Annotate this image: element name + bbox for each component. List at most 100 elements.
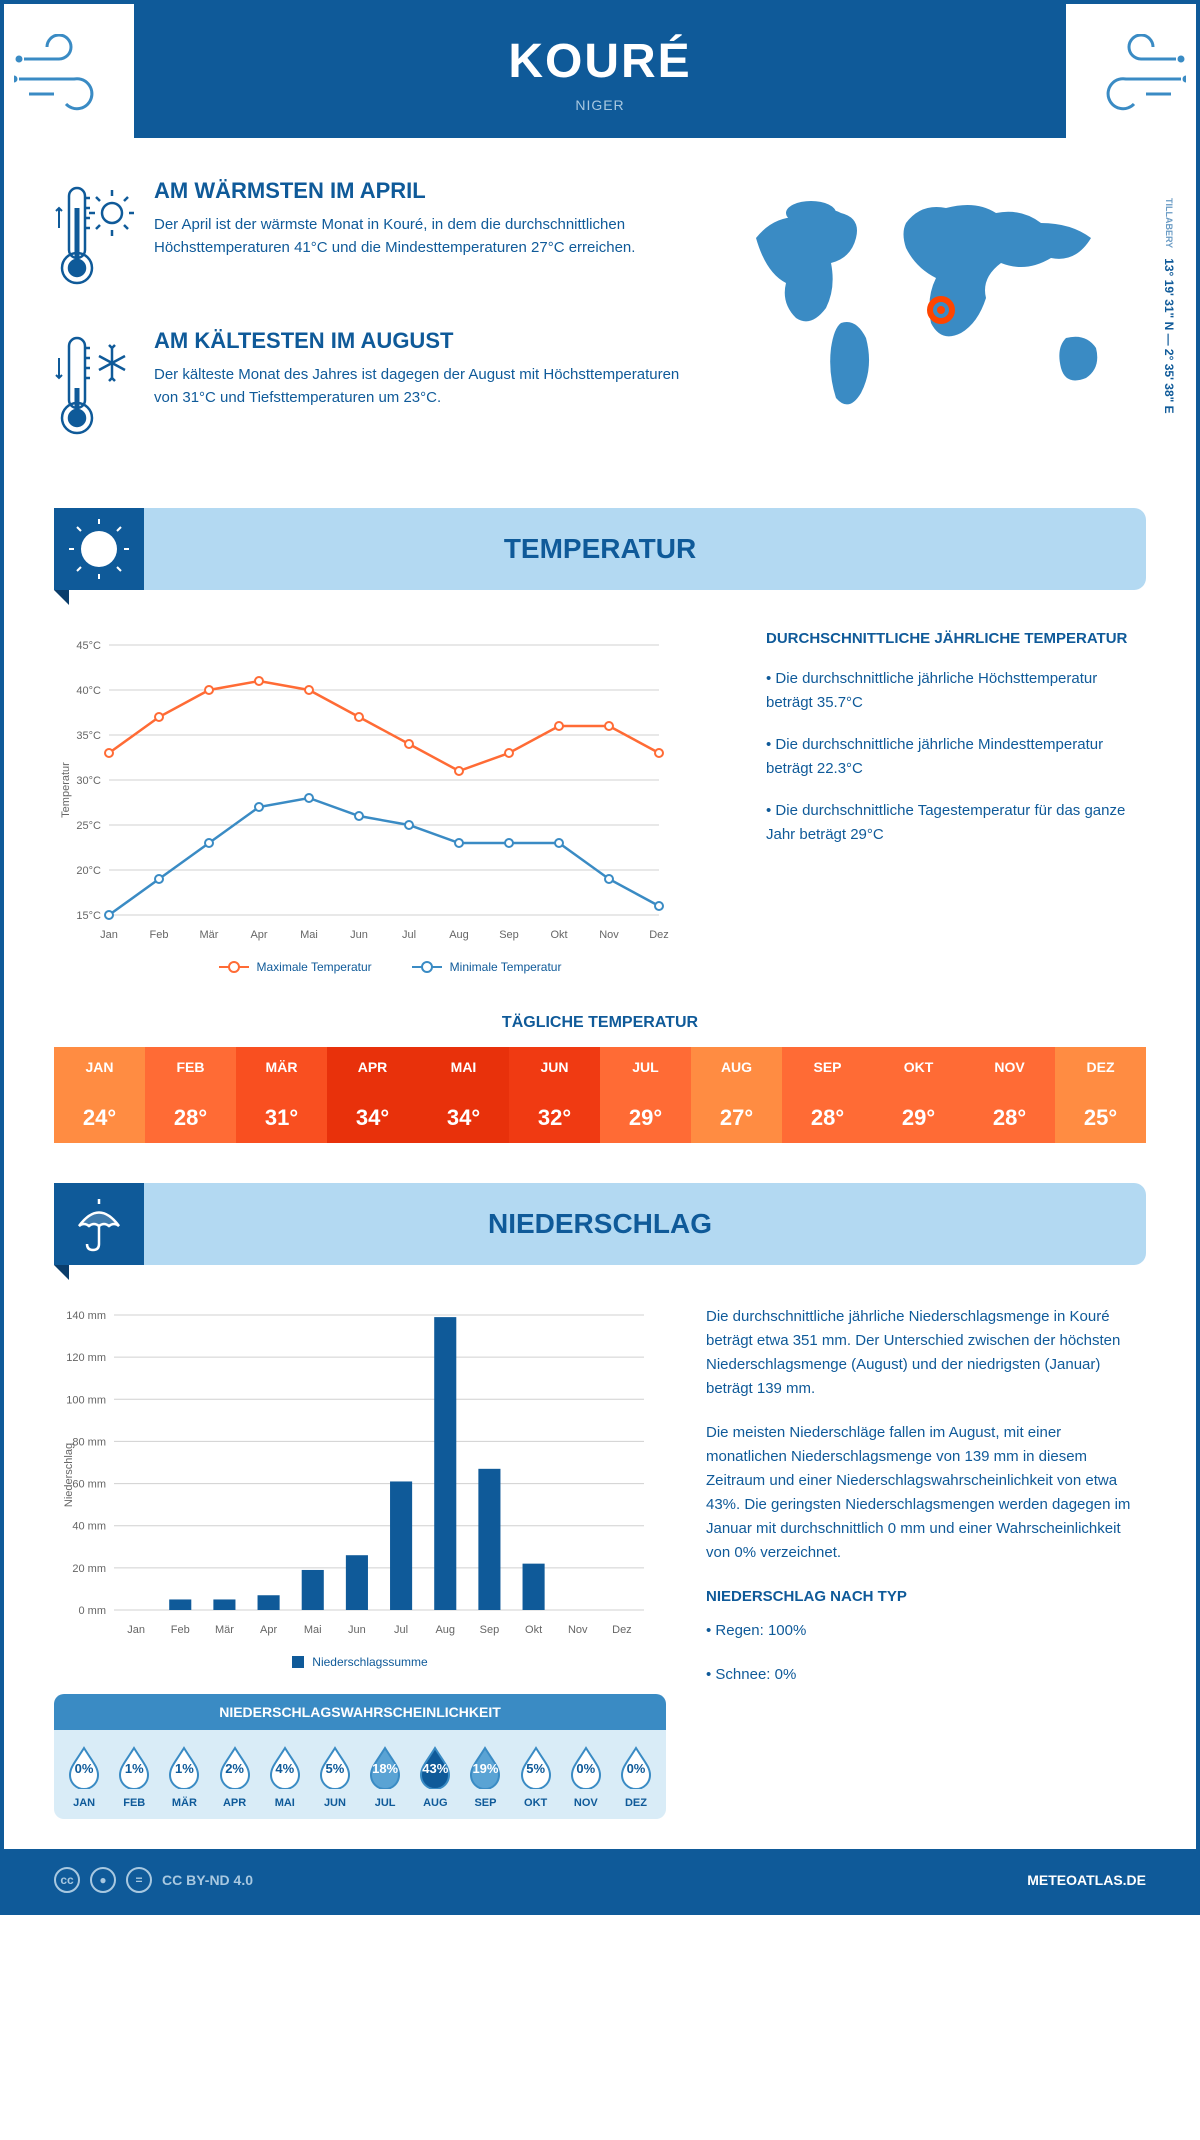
- prob-cell: 18%JUL: [360, 1745, 410, 1809]
- svg-text:140 mm: 140 mm: [66, 1310, 106, 1322]
- svg-text:Jun: Jun: [350, 929, 368, 941]
- svg-text:Nov: Nov: [599, 929, 619, 941]
- nd-icon: =: [126, 1867, 152, 1893]
- svg-text:Sep: Sep: [499, 929, 519, 941]
- svg-text:Jan: Jan: [100, 929, 118, 941]
- coldest-title: AM KÄLTESTEN IM AUGUST: [154, 328, 686, 354]
- svg-text:0 mm: 0 mm: [79, 1605, 107, 1617]
- svg-text:30°C: 30°C: [76, 775, 101, 787]
- daily-temp-cell: FEB28°: [145, 1047, 236, 1143]
- daily-temp-cell: JUL29°: [600, 1047, 691, 1143]
- svg-text:100 mm: 100 mm: [66, 1394, 106, 1406]
- prob-cell: 0%DEZ: [611, 1745, 661, 1809]
- legend-min: .legend-item:nth-child(2) .legend-line::…: [412, 960, 562, 974]
- svg-text:Dez: Dez: [612, 1624, 632, 1636]
- daily-temp-title: TÄGLICHE TEMPERATUR: [4, 1014, 1196, 1032]
- svg-text:20 mm: 20 mm: [72, 1563, 106, 1575]
- prob-cell: 5%OKT: [511, 1745, 561, 1809]
- svg-text:Temperatur: Temperatur: [60, 762, 72, 818]
- svg-text:40 mm: 40 mm: [72, 1521, 106, 1533]
- svg-text:Nov: Nov: [568, 1624, 588, 1636]
- prob-cell: 0%NOV: [561, 1745, 611, 1809]
- daily-temp-cell: SEP28°: [782, 1047, 873, 1143]
- daily-temp-cell: APR34°: [327, 1047, 418, 1143]
- prob-cell: 19%SEP: [460, 1745, 510, 1809]
- header: KOURÉ NIGER: [134, 4, 1066, 138]
- prob-cell: 0%JAN: [59, 1745, 109, 1809]
- daily-temp-table: JAN24°FEB28°MÄR31°APR34°MAI34°JUN32°JUL2…: [54, 1047, 1146, 1143]
- svg-text:Feb: Feb: [150, 929, 169, 941]
- coldest-text: Der kälteste Monat des Jahres ist dagege…: [154, 364, 686, 409]
- prob-cell: 5%JUN: [310, 1745, 360, 1809]
- thermometer-snow-icon: [54, 328, 134, 448]
- prob-cell: 1%MÄR: [159, 1745, 209, 1809]
- temp-section-header: TEMPERATUR: [54, 508, 1146, 590]
- thermometer-sun-icon: [54, 178, 134, 298]
- daily-temp-cell: NOV28°: [964, 1047, 1055, 1143]
- svg-text:Apr: Apr: [260, 1624, 277, 1636]
- svg-text:Aug: Aug: [435, 1624, 455, 1636]
- precip-section-header: NIEDERSCHLAG: [54, 1183, 1146, 1265]
- svg-text:Mai: Mai: [300, 929, 318, 941]
- svg-text:20°C: 20°C: [76, 865, 101, 877]
- svg-text:Aug: Aug: [449, 929, 469, 941]
- wind-icon: [14, 34, 114, 114]
- daily-temp-cell: MAI34°: [418, 1047, 509, 1143]
- page-subtitle: NIGER: [134, 97, 1066, 113]
- precip-bar-chart: 0 mm 20 mm 40 mm 60 mm 80 mm 100 mm 120 mm 140 …: [54, 1305, 654, 1645]
- warmest-title: AM WÄRMSTEN IM APRIL: [154, 178, 686, 204]
- svg-text:Okt: Okt: [525, 1624, 542, 1636]
- svg-text:45°C: 45°C: [76, 640, 101, 652]
- svg-text:Okt: Okt: [550, 929, 567, 941]
- svg-text:Jul: Jul: [394, 1624, 408, 1636]
- svg-text:Mai: Mai: [304, 1624, 322, 1636]
- page: KOURÉ NIGER AM WÄRMSTEN IM APRIL Der Apr…: [0, 0, 1200, 1915]
- svg-text:60 mm: 60 mm: [72, 1479, 106, 1491]
- prob-cell: 1%FEB: [109, 1745, 159, 1809]
- svg-text:Sep: Sep: [480, 1624, 500, 1636]
- svg-text:80 mm: 80 mm: [72, 1436, 106, 1448]
- precip-info: Die durchschnittliche jährliche Niedersc…: [706, 1305, 1146, 1819]
- intro-section: AM WÄRMSTEN IM APRIL Der April ist der w…: [4, 138, 1196, 508]
- daily-temp-cell: JUN32°: [509, 1047, 600, 1143]
- prob-title: NIEDERSCHLAGSWAHRSCHEINLICHKEIT: [54, 1694, 666, 1730]
- svg-text:Jan: Jan: [127, 1624, 145, 1636]
- svg-text:15°C: 15°C: [76, 910, 101, 922]
- sun-icon: [54, 508, 144, 590]
- license-text: CC BY-ND 4.0: [162, 1872, 253, 1888]
- svg-text:Feb: Feb: [171, 1624, 190, 1636]
- svg-text:25°C: 25°C: [76, 820, 101, 832]
- temp-info: DURCHSCHNITTLICHE JÄHRLICHE TEMPERATUR •…: [766, 630, 1146, 974]
- warmest-block: AM WÄRMSTEN IM APRIL Der April ist der w…: [54, 178, 686, 298]
- svg-text:Mär: Mär: [200, 929, 219, 941]
- daily-temp-cell: AUG27°: [691, 1047, 782, 1143]
- daily-temp-cell: MÄR31°: [236, 1047, 327, 1143]
- daily-temp-cell: JAN24°: [54, 1047, 145, 1143]
- svg-text:Mär: Mär: [215, 1624, 234, 1636]
- world-map: TILLABERY 13° 19' 31" N — 2° 35' 38" E: [726, 178, 1146, 478]
- cc-icon: cc: [54, 1867, 80, 1893]
- probability-box: NIEDERSCHLAGSWAHRSCHEINLICHKEIT 0%JAN1%F…: [54, 1694, 666, 1819]
- umbrella-icon: [54, 1183, 144, 1265]
- page-title: KOURÉ: [134, 34, 1066, 89]
- site-name: METEOATLAS.DE: [1027, 1872, 1146, 1888]
- daily-temp-cell: DEZ25°: [1055, 1047, 1146, 1143]
- svg-text:35°C: 35°C: [76, 730, 101, 742]
- prob-cell: 4%MAI: [260, 1745, 310, 1809]
- svg-text:40°C: 40°C: [76, 685, 101, 697]
- legend-precip: Niederschlagssumme: [292, 1655, 427, 1669]
- svg-text:Apr: Apr: [250, 929, 267, 941]
- prob-cell: 2%APR: [210, 1745, 260, 1809]
- prob-cell: 43%AUG: [410, 1745, 460, 1809]
- svg-text:Jul: Jul: [402, 929, 416, 941]
- svg-text:Dez: Dez: [649, 929, 669, 941]
- warmest-text: Der April ist der wärmste Monat in Kouré…: [154, 214, 686, 259]
- wind-icon: [1086, 34, 1186, 114]
- svg-text:120 mm: 120 mm: [66, 1352, 106, 1364]
- daily-temp-cell: OKT29°: [873, 1047, 964, 1143]
- svg-text:Niederschlag: Niederschlag: [63, 1443, 75, 1507]
- coldest-block: AM KÄLTESTEN IM AUGUST Der kälteste Mona…: [54, 328, 686, 448]
- by-icon: ●: [90, 1867, 116, 1893]
- legend-max: .legend-item:nth-child(1) .legend-line::…: [219, 960, 372, 974]
- coordinates: TILLABERY 13° 19' 31" N — 2° 35' 38" E: [1162, 198, 1176, 414]
